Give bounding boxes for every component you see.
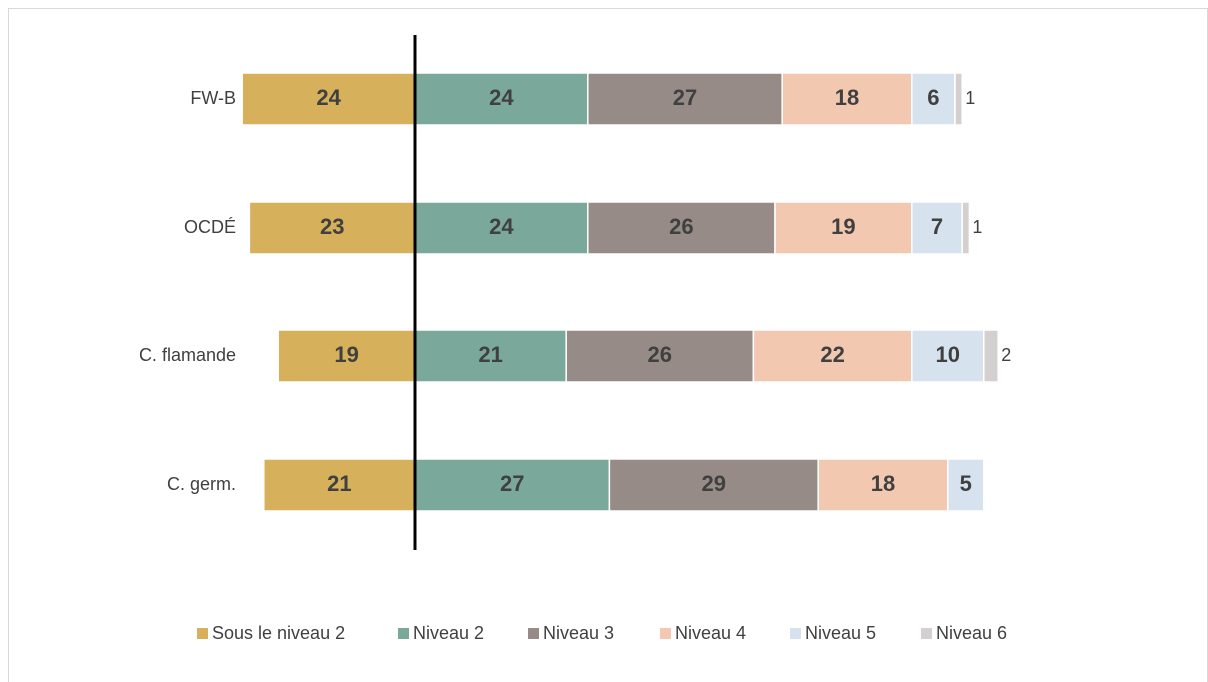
data-label: 27 <box>673 85 697 110</box>
data-label: 19 <box>334 342 358 367</box>
bar-segment <box>781 72 913 126</box>
y-tick-label: OCDÉ <box>184 217 236 237</box>
data-label: 23 <box>320 214 344 239</box>
data-label: 24 <box>489 85 514 110</box>
data-label: 5 <box>960 471 972 496</box>
y-tick-label: C. flamande <box>139 345 236 365</box>
data-label: 26 <box>669 214 693 239</box>
legend-swatch <box>921 628 932 639</box>
bar-segment <box>961 201 971 255</box>
data-label: 19 <box>831 214 855 239</box>
data-label: 7 <box>931 214 943 239</box>
bar-segment <box>817 458 949 512</box>
bar-segment <box>752 329 913 383</box>
bar-segment <box>587 72 783 126</box>
data-label: 21 <box>327 471 351 496</box>
legend-swatch <box>790 628 801 639</box>
data-label: 29 <box>702 471 726 496</box>
bar-segment <box>414 72 589 126</box>
bar-segment <box>911 201 963 255</box>
bar-segment <box>241 72 416 126</box>
data-label: 27 <box>500 471 524 496</box>
legend-swatch <box>660 628 671 639</box>
legend-label: Niveau 4 <box>675 623 746 643</box>
data-label: 2 <box>1001 345 1011 365</box>
data-label: 10 <box>936 342 960 367</box>
y-tick-label: C. germ. <box>167 474 236 494</box>
data-label: 1 <box>972 217 982 237</box>
data-label: 6 <box>927 85 939 110</box>
bar-segment <box>414 329 567 383</box>
data-label: 18 <box>871 471 895 496</box>
legend-swatch <box>197 628 208 639</box>
bar-segment <box>947 458 985 512</box>
legend-swatch <box>398 628 409 639</box>
legend-label: Niveau 3 <box>543 623 614 643</box>
data-label: 21 <box>478 342 502 367</box>
legend-label: Niveau 5 <box>805 623 876 643</box>
data-label: 26 <box>648 342 672 367</box>
legend-label: Sous le niveau 2 <box>212 623 345 643</box>
data-label: 24 <box>316 85 341 110</box>
bar-segment <box>608 458 819 512</box>
bar-segment <box>248 201 416 255</box>
bar-segment <box>565 329 755 383</box>
bar-segment <box>954 72 963 126</box>
legend-label: Niveau 2 <box>413 623 484 643</box>
legend-swatch <box>528 628 539 639</box>
y-tick-label: FW-B <box>190 88 236 108</box>
data-label: 1 <box>965 88 975 108</box>
bar-segment <box>983 329 999 383</box>
legend-label: Niveau 6 <box>936 623 1007 643</box>
data-label: 22 <box>820 342 844 367</box>
data-label: 18 <box>835 85 859 110</box>
bar-segment <box>277 329 416 383</box>
data-label: 24 <box>489 214 514 239</box>
bar-segment <box>774 201 913 255</box>
